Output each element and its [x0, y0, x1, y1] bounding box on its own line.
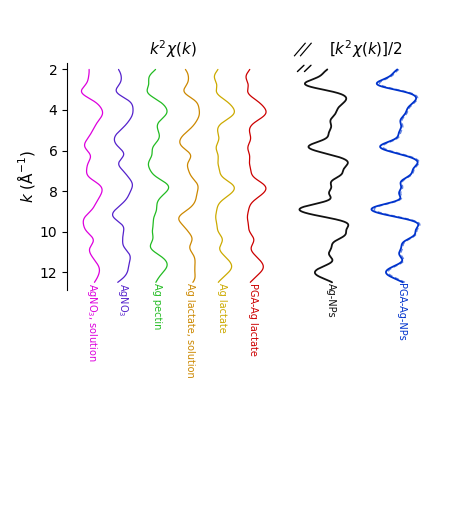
Text: Ag-NPs: Ag-NPs: [326, 283, 336, 318]
Text: Ag lactate: Ag lactate: [217, 283, 227, 333]
Text: $k^2\chi(k)$: $k^2\chi(k)$: [149, 38, 196, 60]
Text: AgNO$_3$: AgNO$_3$: [116, 283, 130, 317]
Text: Ag lactate, solution: Ag lactate, solution: [185, 283, 195, 378]
Y-axis label: $k$ (Å$^{-1}$): $k$ (Å$^{-1}$): [15, 150, 37, 203]
Text: Ag pectin: Ag pectin: [152, 283, 162, 330]
Text: AgNO$_3$, solution: AgNO$_3$, solution: [84, 283, 99, 362]
Text: PGA-Ag-NPs: PGA-Ag-NPs: [396, 283, 406, 341]
Text: $\!\not\!\!\not$: $\!\not\!\!\not$: [293, 42, 317, 60]
Text: PGA-Ag lactate: PGA-Ag lactate: [248, 283, 258, 356]
Text: $[k^2\chi(k)]/2$: $[k^2\chi(k)]/2$: [329, 38, 403, 60]
